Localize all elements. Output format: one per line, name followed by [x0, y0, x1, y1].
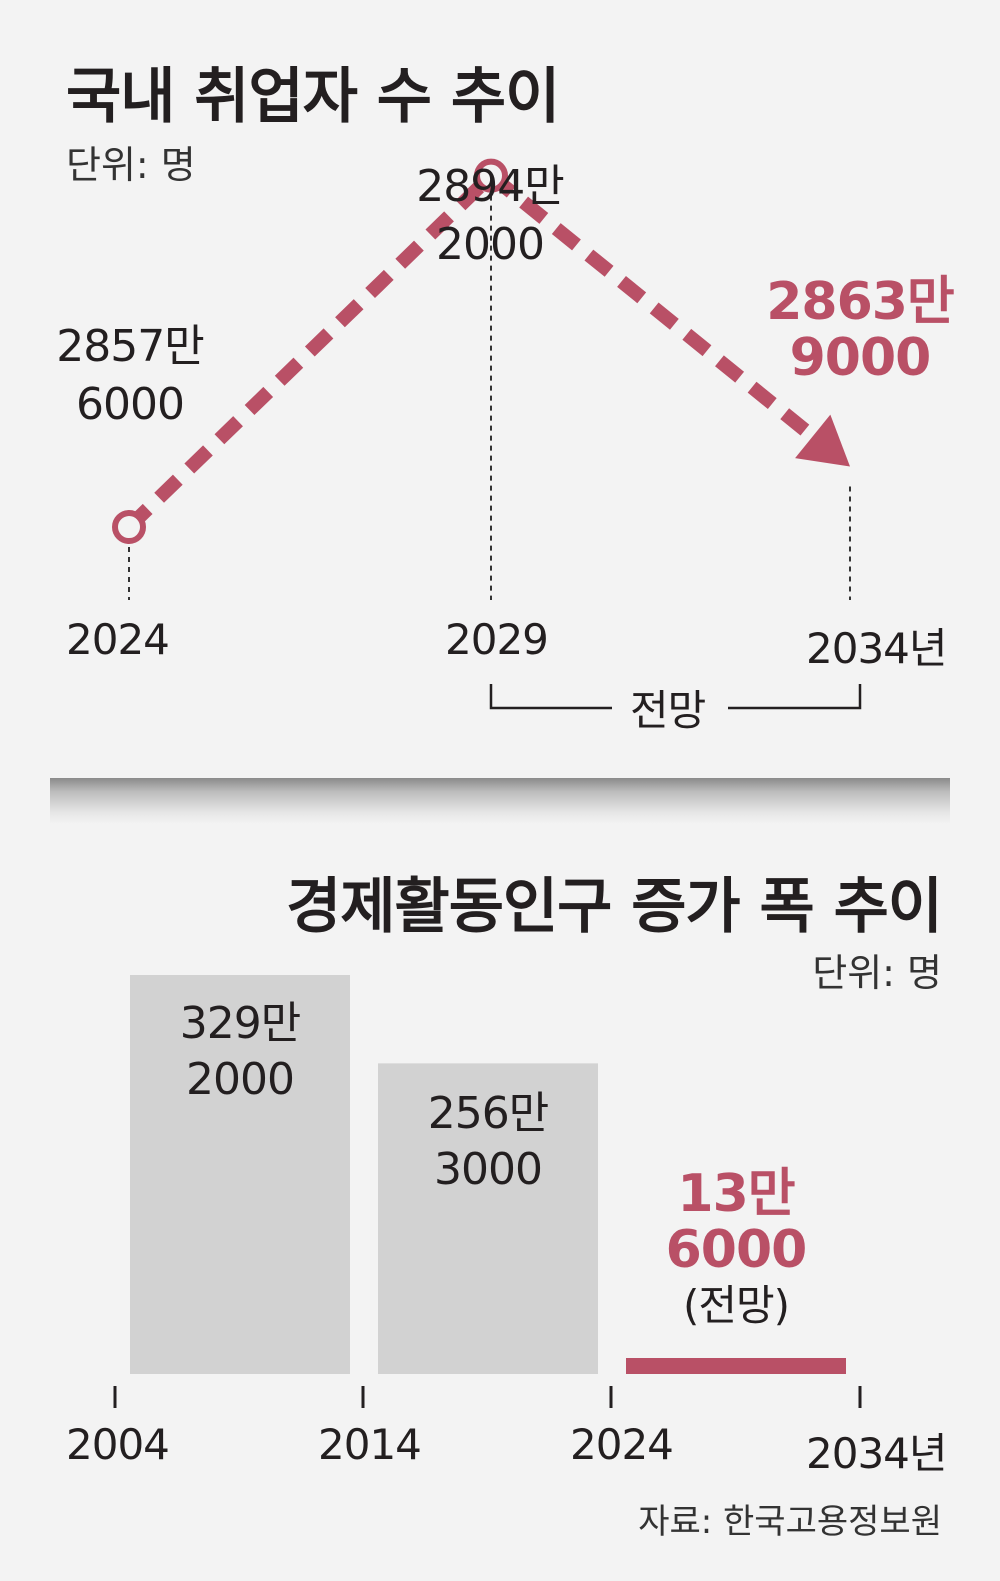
line-chart-unit: 단위: 명 — [66, 143, 196, 187]
point-marker-2029 — [474, 158, 508, 193]
data-label-2034-line1: 2863만 — [766, 272, 955, 332]
source-note: 자료: 한국고용정보원 — [638, 1502, 942, 1542]
bar-label-2024: 13만 6000 (전망) — [626, 1166, 846, 1334]
point-marker-2024 — [112, 510, 146, 545]
forecast-bracket-left — [489, 684, 612, 710]
x-tick-2029: 2029 — [445, 615, 549, 664]
bar-chart-unit: 단위: 명 — [812, 951, 942, 995]
bar-x-tick-2014: 2014 — [318, 1420, 422, 1469]
x-tick-2034: 2034년 — [806, 624, 948, 673]
bar-label-2014: 256만 3000 — [378, 1086, 598, 1198]
bar-label-2004-line2: 2000 — [186, 1054, 295, 1105]
bar-label-2004-line1: 329만 — [179, 998, 301, 1049]
forecast-bracket-right — [728, 684, 862, 710]
data-label-2029-line1: 2894만 — [416, 161, 564, 212]
bar-label-2014-line1: 256만 — [427, 1088, 549, 1139]
data-label-2029: 2894만 2000 — [400, 158, 580, 274]
bar-chart-title: 경제활동인구 증가 폭 추이 — [286, 872, 943, 942]
bar-2014-2024 — [378, 1063, 598, 1374]
bar-label-2014-line2: 3000 — [434, 1144, 543, 1195]
line-segment-1 — [124, 170, 496, 533]
bar-x-tick-2034: 2034년 — [806, 1429, 948, 1478]
data-label-2024: 2857만 6000 — [40, 318, 220, 434]
bar-label-2024-line1: 13만 — [677, 1164, 795, 1224]
arrowhead-2034 — [795, 414, 850, 467]
line-chart-title: 국내 취업자 수 추이 — [66, 62, 560, 132]
bar-label-forecast-note: (전망) — [682, 1281, 790, 1330]
line-chart-svg — [112, 158, 862, 710]
bar-x-tick-2004: 2004 — [66, 1420, 170, 1469]
x-tick-2024: 2024 — [66, 615, 170, 664]
bar-label-2004: 329만 2000 — [130, 996, 350, 1108]
section-divider — [50, 778, 950, 824]
bar-x-tick-2024: 2024 — [570, 1420, 674, 1469]
data-label-2024-line2: 6000 — [76, 379, 185, 430]
data-label-2024-line1: 2857만 — [56, 321, 204, 372]
data-label-2034: 2863만 9000 — [760, 274, 960, 386]
bar-2004-2014 — [130, 975, 350, 1374]
line-segment-2 — [486, 170, 818, 442]
bar-label-2024-line2: 6000 — [665, 1220, 808, 1280]
data-label-2029-line2: 2000 — [436, 219, 545, 270]
data-label-2034-line2: 9000 — [789, 328, 932, 388]
forecast-bracket-label: 전망 — [630, 686, 706, 735]
bar-2024-2034 — [626, 1358, 846, 1374]
